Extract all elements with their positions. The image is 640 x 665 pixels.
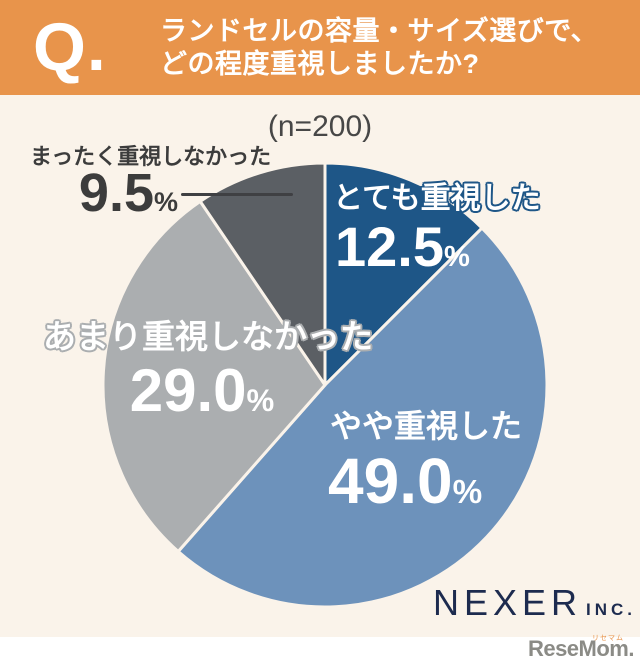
nexer-logo-text: NEXER	[432, 582, 582, 623]
nexer-logo: NEXER INC.	[433, 582, 636, 624]
slice-label: とても重視した	[333, 182, 541, 215]
q-label: Q.	[33, 9, 107, 85]
slice-label-not-important-at-all: まったく重視しなかった	[30, 144, 272, 169]
slice-label: あまり重視しなかった	[43, 318, 373, 355]
slice-value-number: 9.5	[78, 163, 154, 223]
slice-value: 12.5%	[335, 219, 541, 275]
slice-value: 29.0%	[69, 361, 335, 421]
slice-label: やや重視した	[330, 408, 523, 444]
slice-value-number: 49.0	[328, 445, 453, 517]
slice-value-unit: %	[246, 383, 275, 418]
resemom-logo-period: .	[628, 636, 634, 661]
slice-value-unit: %	[444, 241, 470, 273]
slice-callout-somewhat-important: やや重視した 49.0%	[328, 408, 523, 513]
sample-size-label: (n=200)	[267, 110, 373, 143]
slice-callout-very-important: とても重視した 12.5%	[333, 184, 541, 275]
slice-value-unit: %	[452, 474, 483, 511]
slice-value: 49.0%	[328, 449, 522, 513]
slice-value-number: 12.5	[335, 215, 444, 278]
nexer-logo-suffix: INC.	[586, 600, 636, 619]
slice-value-number: 29.0	[129, 357, 247, 424]
slice-callout-not-very-important: あまり重視しなかった 29.0%	[43, 318, 373, 421]
question-header: Q. ランドセルの容量・サイズ選びで、 どの程度重視しましたか?	[0, 0, 640, 95]
callout-leader-line	[181, 193, 293, 196]
resemom-ruby-text: リセマム	[592, 635, 624, 642]
footer-bar: リセマム ReseMom.	[0, 635, 640, 665]
question-text: ランドセルの容量・サイズ選びで、 どの程度重視しましたか?	[160, 15, 598, 81]
slice-value-unit: %	[153, 187, 178, 217]
question-line-1: ランドセルの容量・サイズ選びで、	[160, 16, 599, 46]
question-line-2: どの程度重視しましたか?	[160, 49, 480, 79]
resemom-logo-text: ReseMom	[527, 636, 629, 661]
resemom-logo: リセマム ReseMom.	[527, 635, 635, 661]
slice-value-not-important-at-all: 9.5%	[38, 166, 178, 220]
